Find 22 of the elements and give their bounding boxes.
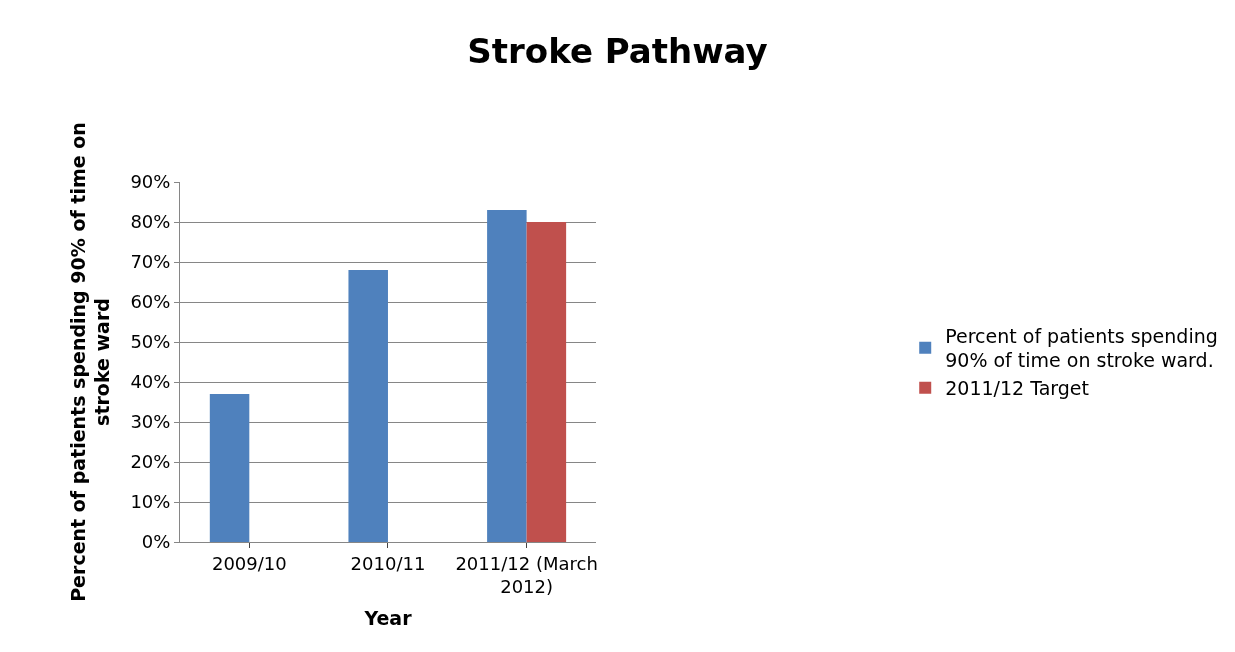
y-tick-label: 40% — [130, 371, 171, 393]
x-tick-label: 2011/12 (March 2012) — [455, 552, 598, 597]
y-tick-label: 30% — [130, 411, 171, 433]
y-tick-label: 80% — [130, 211, 171, 233]
y-tick-label: 60% — [130, 291, 171, 313]
bar — [209, 394, 250, 542]
y-tick-label: 50% — [130, 331, 171, 353]
x-tick-label: 2010/11 — [350, 552, 426, 574]
y-tick-label: 10% — [130, 491, 171, 513]
y-tick-label: 20% — [130, 451, 171, 473]
bar — [526, 222, 567, 542]
y-axis-title: Percent of patients spending 90% of time on stroke ward — [66, 122, 114, 602]
x-tick-label: 2009/10 — [211, 552, 287, 574]
x-axis-title: Year — [363, 606, 413, 629]
legend-label: Percent of patients spending 90% of time on stroke ward. — [945, 324, 1218, 372]
legend-label: 2011/12 Target — [945, 377, 1089, 400]
y-tick-label: 90% — [130, 171, 171, 193]
bar — [348, 270, 388, 542]
y-tick-label: 0% — [141, 531, 171, 553]
bar — [487, 210, 527, 542]
y-tick-label: 70% — [130, 251, 171, 273]
chart-title: Stroke Pathway — [467, 30, 768, 71]
